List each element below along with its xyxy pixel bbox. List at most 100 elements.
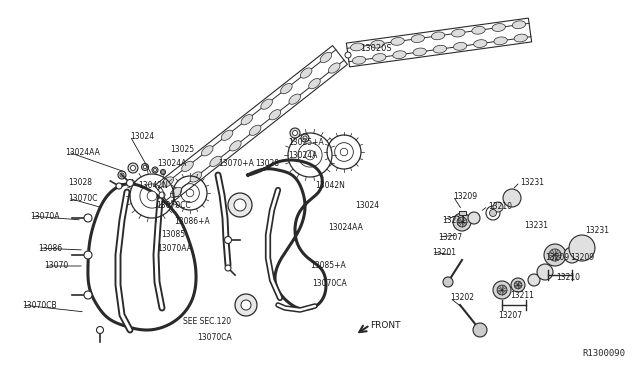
Text: 13024: 13024	[355, 201, 379, 209]
Text: 13231: 13231	[520, 177, 544, 186]
Circle shape	[443, 277, 453, 287]
Ellipse shape	[261, 99, 273, 109]
Text: 13070A: 13070A	[30, 212, 60, 221]
Ellipse shape	[230, 141, 241, 151]
Circle shape	[303, 136, 307, 140]
Ellipse shape	[269, 110, 281, 120]
Circle shape	[84, 214, 92, 222]
Circle shape	[154, 169, 157, 171]
Circle shape	[514, 281, 522, 289]
Ellipse shape	[494, 37, 508, 45]
Ellipse shape	[393, 51, 406, 59]
Ellipse shape	[413, 48, 426, 56]
Text: 13070CB: 13070CB	[22, 301, 56, 310]
Text: 13209: 13209	[453, 192, 477, 201]
Circle shape	[490, 209, 497, 217]
Circle shape	[305, 150, 315, 160]
Ellipse shape	[162, 177, 173, 187]
Text: 13070CA: 13070CA	[197, 334, 232, 343]
Text: 13070+A: 13070+A	[218, 158, 254, 167]
Circle shape	[457, 217, 467, 227]
Ellipse shape	[474, 40, 487, 48]
Ellipse shape	[221, 130, 233, 140]
Ellipse shape	[431, 32, 445, 40]
Text: 13025+A: 13025+A	[288, 138, 324, 147]
Circle shape	[127, 180, 134, 186]
Text: 13085: 13085	[161, 230, 185, 238]
Ellipse shape	[351, 43, 364, 51]
Text: 13207: 13207	[438, 232, 462, 241]
Text: 13024A: 13024A	[288, 151, 317, 160]
Circle shape	[235, 294, 257, 316]
Ellipse shape	[241, 115, 253, 125]
Ellipse shape	[320, 52, 332, 62]
Ellipse shape	[210, 156, 221, 167]
Circle shape	[228, 193, 252, 217]
Circle shape	[486, 206, 500, 220]
Circle shape	[97, 327, 104, 334]
Text: SEE SEC.120: SEE SEC.120	[183, 317, 231, 327]
Text: 13209: 13209	[570, 253, 594, 263]
Circle shape	[84, 251, 92, 259]
Circle shape	[241, 300, 251, 310]
Circle shape	[186, 189, 194, 197]
Circle shape	[468, 212, 480, 224]
Text: 13028: 13028	[68, 177, 92, 186]
Circle shape	[549, 249, 561, 261]
Circle shape	[544, 244, 566, 266]
Text: 13020S: 13020S	[360, 44, 392, 52]
Text: 13024AA: 13024AA	[65, 148, 100, 157]
Text: 13202: 13202	[450, 294, 474, 302]
Ellipse shape	[452, 29, 465, 37]
Circle shape	[511, 278, 525, 292]
Text: 13211: 13211	[442, 215, 466, 224]
Ellipse shape	[391, 38, 404, 45]
Circle shape	[503, 189, 521, 207]
Ellipse shape	[372, 54, 386, 61]
Ellipse shape	[514, 34, 527, 42]
Text: 13070CC: 13070CC	[156, 201, 191, 209]
Text: 13025: 13025	[170, 144, 194, 154]
Text: 13211: 13211	[510, 291, 534, 299]
Circle shape	[84, 291, 92, 299]
Circle shape	[143, 165, 147, 169]
Circle shape	[493, 202, 503, 212]
Ellipse shape	[433, 45, 447, 53]
Circle shape	[120, 173, 124, 177]
Text: FRONT: FRONT	[370, 321, 401, 330]
Circle shape	[493, 281, 511, 299]
Circle shape	[225, 265, 231, 271]
Circle shape	[292, 131, 298, 135]
Ellipse shape	[353, 56, 365, 64]
Text: R1300090: R1300090	[582, 349, 625, 358]
Text: 13085+A: 13085+A	[310, 260, 346, 269]
Circle shape	[301, 134, 309, 142]
Polygon shape	[346, 18, 532, 67]
Text: 13070CA: 13070CA	[312, 279, 347, 288]
Circle shape	[147, 191, 157, 201]
Polygon shape	[155, 45, 348, 205]
Circle shape	[159, 192, 165, 198]
Text: 13231: 13231	[524, 221, 548, 230]
Text: 13024A: 13024A	[157, 158, 186, 167]
Ellipse shape	[250, 125, 261, 135]
Ellipse shape	[328, 63, 340, 73]
Circle shape	[453, 213, 471, 231]
Text: 13086+A: 13086+A	[174, 217, 210, 225]
Ellipse shape	[170, 187, 182, 198]
Text: 13207: 13207	[498, 311, 522, 320]
Circle shape	[128, 163, 138, 173]
Ellipse shape	[512, 21, 525, 29]
Ellipse shape	[190, 172, 202, 182]
Circle shape	[345, 52, 351, 58]
Text: 13028: 13028	[255, 158, 279, 167]
Text: 13042N: 13042N	[315, 180, 345, 189]
Ellipse shape	[289, 94, 301, 104]
Text: 13086: 13086	[38, 244, 62, 253]
Circle shape	[116, 183, 122, 189]
Text: 13042N: 13042N	[138, 180, 168, 189]
Text: 13024AA: 13024AA	[328, 222, 363, 231]
Ellipse shape	[371, 40, 384, 48]
Circle shape	[497, 285, 507, 295]
Ellipse shape	[411, 35, 424, 42]
